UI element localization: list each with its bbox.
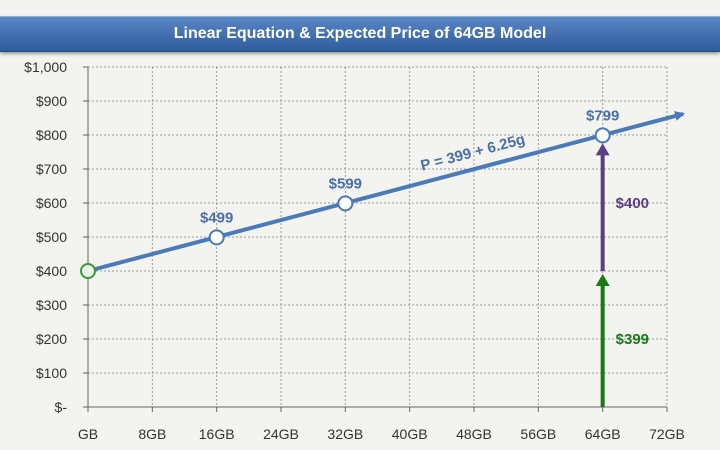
x-tick-label: 56GB — [520, 426, 556, 442]
y-tick-label: $300 — [36, 297, 67, 313]
x-tick-label: 40GB — [392, 426, 428, 442]
price-arrow-head — [595, 274, 610, 286]
data-point-label: $599 — [329, 175, 362, 192]
axis-layer: $- $100 $200 $300 $400 $500 $600 $700 $800 $900 $1… — [24, 59, 685, 442]
y-tick-label: $- — [55, 399, 68, 415]
y-tick-label: $400 — [36, 263, 67, 279]
x-tick-label: 64GB — [585, 426, 621, 442]
data-point-label: $799 — [586, 107, 619, 124]
y-tick-label: $700 — [36, 161, 67, 177]
y-tick-label: $200 — [36, 331, 67, 347]
price-arrow-head — [595, 143, 610, 156]
x-tick-label: 8GB — [138, 426, 166, 442]
y-tick-label: $1,000 — [24, 59, 67, 75]
data-point — [80, 263, 96, 279]
label-layer: P = 399 + 6.25g$399$400$499$599$799 — [200, 107, 649, 348]
arrow-value-label: $400 — [616, 195, 649, 212]
x-tick-label: 16GB — [199, 426, 235, 442]
y-tick-label: $800 — [36, 127, 67, 143]
data-point — [594, 127, 611, 144]
point-layer — [80, 127, 611, 279]
data-point — [208, 229, 225, 246]
arrow-value-label: $399 — [616, 331, 649, 348]
line-layer — [87, 111, 686, 273]
x-tick-label: GB — [78, 426, 98, 442]
grid-layer — [88, 66, 668, 407]
trend-line — [87, 111, 686, 273]
y-tick-label: $100 — [36, 365, 67, 381]
arrow-layer — [595, 143, 610, 407]
x-tick-label: 72GB — [649, 426, 685, 442]
x-tick-label: 48GB — [456, 426, 492, 442]
x-tick-label: 32GB — [327, 426, 363, 442]
x-tick-label: 24GB — [263, 426, 299, 442]
y-tick-label: $600 — [36, 195, 67, 211]
y-tick-label: $500 — [36, 229, 67, 245]
chart-title: Linear Equation & Expected Price of 64GB… — [0, 16, 720, 52]
data-point-label: $499 — [200, 209, 233, 226]
y-tick-label: $900 — [36, 93, 67, 109]
data-point — [337, 195, 354, 212]
